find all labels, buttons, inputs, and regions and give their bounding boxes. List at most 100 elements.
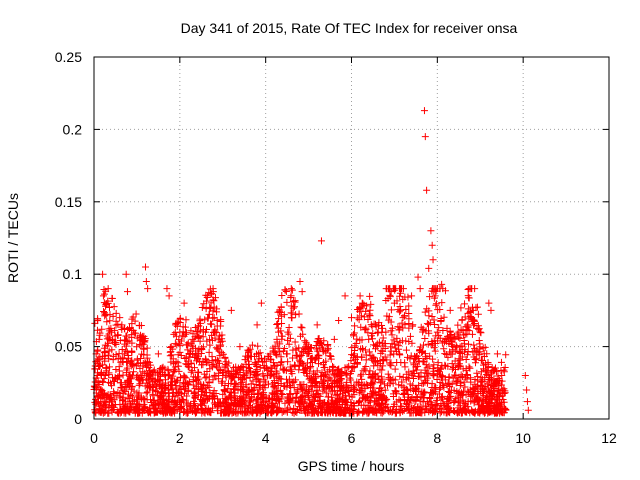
data-point — [99, 270, 107, 278]
data-point — [172, 321, 180, 329]
data-point — [253, 321, 261, 329]
data-point — [116, 314, 124, 322]
chart-title: Day 341 of 2015, Rate Of TEC Index for r… — [181, 20, 518, 36]
x-tick-label: 6 — [348, 430, 356, 446]
data-point — [93, 372, 101, 380]
y-tick-label: 0.05 — [55, 339, 82, 355]
data-point — [133, 389, 141, 397]
data-point — [120, 386, 128, 394]
data-point — [399, 314, 407, 322]
y-tick-label: 0.25 — [55, 49, 82, 65]
data-point — [455, 328, 463, 336]
data-point — [305, 343, 313, 351]
x-tick-label: 4 — [262, 430, 270, 446]
data-point — [91, 319, 99, 327]
data-point — [423, 186, 431, 194]
data-point — [485, 299, 493, 307]
data-point — [431, 292, 439, 300]
data-point — [427, 227, 435, 235]
data-point — [433, 328, 441, 336]
data-point — [101, 357, 109, 365]
data-point — [358, 299, 366, 307]
data-point — [96, 386, 104, 394]
y-tick-label: 0.1 — [63, 266, 83, 282]
data-point — [408, 292, 416, 300]
y-tick-label: 0.2 — [63, 121, 83, 137]
data-point — [296, 277, 304, 285]
data-point — [523, 398, 531, 406]
data-point — [463, 321, 471, 329]
data-point — [468, 314, 476, 322]
data-point — [202, 328, 210, 336]
data-point — [98, 325, 106, 333]
data-point — [442, 335, 450, 343]
data-point — [111, 401, 119, 409]
data-point — [266, 372, 274, 380]
data-point — [123, 288, 131, 296]
data-point — [219, 372, 227, 380]
data-point — [487, 306, 495, 314]
data-point — [341, 292, 349, 300]
data-point — [167, 343, 175, 351]
x-tick-label: 8 — [433, 430, 441, 446]
data-point — [257, 299, 265, 307]
data-point — [189, 335, 197, 343]
data-point — [283, 350, 291, 358]
data-point — [150, 401, 158, 409]
data-point — [446, 306, 454, 314]
y-tick-label: 0 — [74, 411, 82, 427]
data-point — [94, 398, 102, 406]
data-point — [165, 292, 173, 300]
data-point — [122, 270, 130, 278]
y-axis-label: ROTI / TECUs — [5, 193, 21, 283]
y-tick-label: 0.15 — [55, 194, 82, 210]
data-point — [163, 285, 171, 293]
data-point — [498, 372, 506, 380]
data-point — [124, 379, 132, 387]
data-point — [414, 273, 422, 281]
x-tick-label: 0 — [90, 430, 98, 446]
data-point — [524, 406, 532, 414]
x-tick-label: 12 — [601, 430, 617, 446]
data-point — [298, 288, 306, 296]
data-point — [421, 133, 429, 141]
data-point — [176, 328, 184, 336]
data-point — [287, 314, 295, 322]
data-point — [476, 328, 484, 336]
data-point — [105, 403, 113, 411]
data-point — [129, 398, 137, 406]
data-point — [99, 292, 107, 300]
data-point — [103, 393, 111, 401]
data-point — [523, 386, 531, 394]
data-point — [348, 314, 355, 322]
data-point — [275, 328, 283, 336]
data-point — [330, 335, 338, 343]
data-point — [210, 314, 218, 322]
data-point — [365, 335, 373, 343]
data-point — [322, 357, 330, 365]
data-point — [420, 107, 428, 115]
data-point — [236, 343, 244, 351]
data-point — [356, 292, 364, 300]
data-point — [197, 386, 205, 394]
data-point — [438, 280, 446, 288]
data-point — [521, 372, 529, 380]
data-point — [180, 299, 188, 307]
data-point — [142, 277, 150, 285]
data-point — [95, 335, 103, 343]
data-point — [144, 285, 152, 293]
data-point — [184, 357, 192, 365]
data-points — [91, 107, 532, 414]
data-point — [317, 237, 325, 245]
data-point — [425, 264, 433, 272]
grid — [94, 57, 609, 419]
data-point — [416, 285, 424, 293]
data-point — [227, 306, 235, 314]
scatter-cloud — [90, 285, 510, 417]
data-point — [335, 317, 343, 325]
data-point — [137, 393, 145, 401]
data-point — [493, 350, 501, 358]
x-tick-label: 2 — [176, 430, 184, 446]
x-tick-label: 10 — [515, 430, 531, 446]
